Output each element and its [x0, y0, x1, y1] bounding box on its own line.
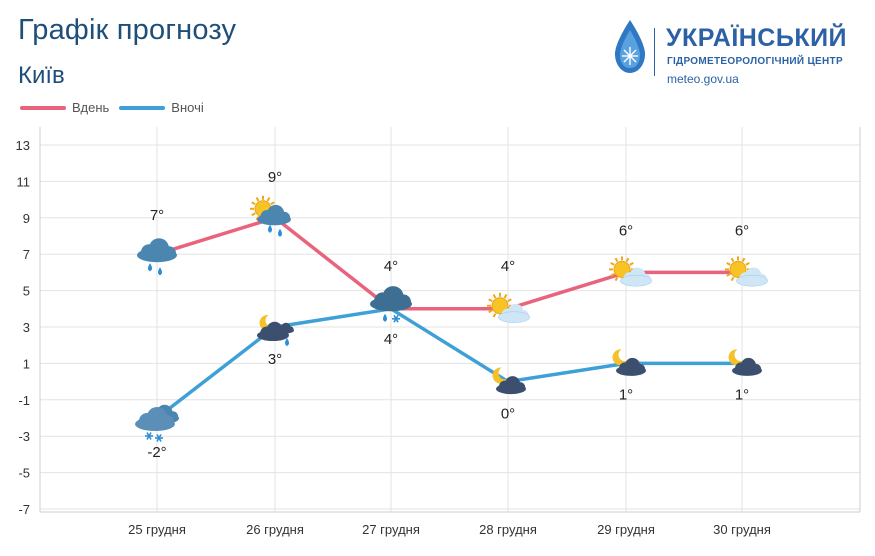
- moon-cloud-icon: [612, 349, 646, 376]
- logo-url[interactable]: meteo.gov.ua: [667, 72, 739, 86]
- temp-label-night: 4°: [384, 331, 398, 348]
- temp-label-day: 4°: [384, 258, 398, 275]
- cloud-snow-icon: [135, 404, 179, 442]
- sun-cloud-icon: [487, 292, 530, 323]
- y-tick-label: 13: [16, 138, 30, 153]
- y-tick-label: 9: [23, 211, 30, 226]
- moon-cloud-icon: [728, 349, 762, 376]
- sun-cloud-icon: [725, 256, 768, 287]
- temp-label-day: 6°: [619, 222, 633, 239]
- sun-cloud-rain-icon: [250, 195, 291, 237]
- cloud-rain-snow-icon: [370, 286, 412, 323]
- series-line-night: [155, 307, 744, 420]
- legend-swatch-night: [119, 105, 166, 110]
- cloud-rain-icon: [137, 238, 177, 276]
- x-tick-label: 25 грудня: [128, 522, 186, 537]
- temp-label-day: 9°: [268, 169, 282, 186]
- sun-cloud-icon: [609, 256, 652, 287]
- legend-item-night[interactable]: Вночі: [119, 100, 204, 115]
- y-tick-label: 3: [23, 320, 30, 335]
- hydromet-logo[interactable]: УКРАЇНСЬКИЙ ГІДРОМЕТЕОРОЛОГІЧНИЙ ЦЕНТР m…: [612, 18, 862, 90]
- temp-label-day: 6°: [735, 222, 749, 239]
- y-tick-label: 1: [23, 356, 30, 371]
- temp-label-night: -2°: [147, 444, 166, 461]
- y-tick-label: 11: [17, 174, 31, 189]
- y-tick-label: -7: [18, 502, 30, 517]
- legend-label-day: Вдень: [72, 100, 110, 115]
- page-title: Графік прогнозу: [18, 14, 237, 46]
- x-tick-label: 29 грудня: [597, 522, 655, 537]
- x-tick-label: 30 грудня: [713, 522, 771, 537]
- y-tick-label: -3: [18, 429, 30, 444]
- moon-cloud-rain-icon: [257, 314, 294, 346]
- temp-label-night: 1°: [619, 386, 633, 403]
- logo-subtitle: ГІДРОМЕТЕОРОЛОГІЧНИЙ ЦЕНТР: [667, 56, 843, 67]
- legend-swatch-day: [20, 105, 66, 110]
- logo-divider: [654, 28, 655, 76]
- temp-label-day: 4°: [501, 258, 515, 275]
- x-tick-label: 26 грудня: [246, 522, 304, 537]
- legend-label-night: Вночі: [171, 100, 204, 115]
- y-tick-label: -1: [18, 393, 30, 408]
- y-tick-label: 7: [23, 247, 30, 262]
- temp-label-night: 3°: [268, 351, 282, 368]
- chart-legend: Вдень Вночі: [20, 100, 204, 115]
- city-name: Київ: [18, 62, 65, 89]
- water-drop-icon: [615, 20, 645, 73]
- series-line-day: [155, 216, 744, 311]
- temp-label-night: 1°: [735, 386, 749, 403]
- x-tick-label: 27 грудня: [362, 522, 420, 537]
- x-tick-label: 28 грудня: [479, 522, 537, 537]
- y-tick-label: -5: [18, 466, 30, 481]
- logo-name: УКРАЇНСЬКИЙ: [666, 24, 848, 52]
- legend-item-day[interactable]: Вдень: [20, 100, 109, 115]
- chart-grid: [39, 127, 861, 513]
- temp-label-day: 7°: [150, 207, 164, 224]
- moon-cloud-icon: [492, 367, 526, 395]
- temp-label-night: 0°: [501, 406, 515, 423]
- y-tick-label: 5: [23, 284, 30, 299]
